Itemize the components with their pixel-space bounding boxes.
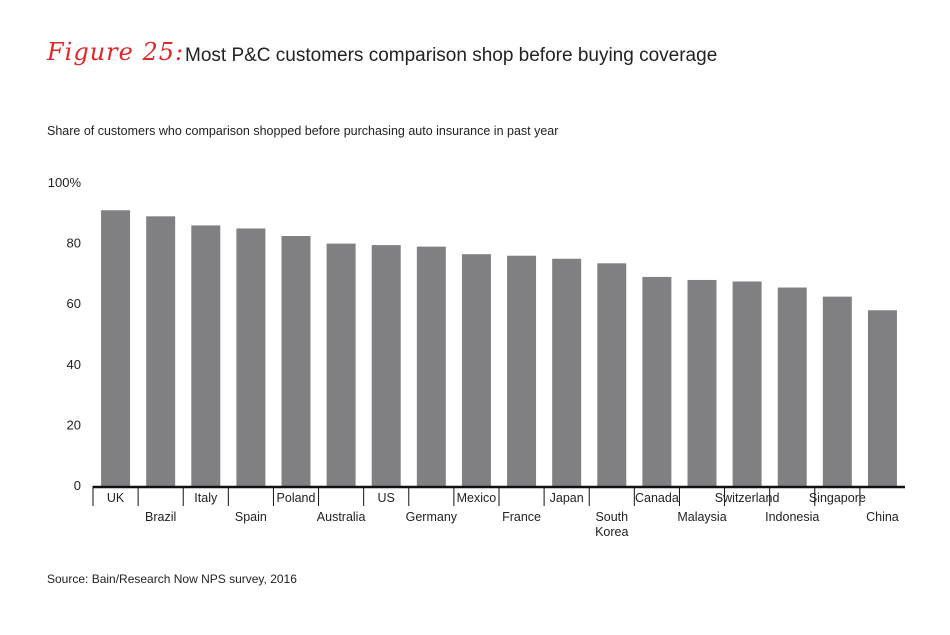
y-axis: 0 20 40 60 80 100% [48,175,82,493]
bar-spain [236,228,266,486]
bar-malaysia [687,279,717,486]
bar-france [507,255,537,486]
y-tick-label: 60 [67,296,81,311]
x-tick-label: UK [107,491,125,505]
x-tick-label: Mexico [457,491,497,505]
y-tick-label: 100% [48,175,82,190]
y-tick-label: 40 [67,357,81,372]
x-tick-label: South Korea [595,510,628,539]
x-tick-label: Singapore [809,491,866,505]
y-tick-label: 80 [67,236,81,251]
source-note: Source: Bain/Research Now NPS survey, 20… [47,572,297,586]
bar-canada [642,276,672,486]
x-tick-label: Spain [235,510,267,524]
x-tick-label: Indonesia [765,510,819,524]
bar-brazil [146,216,176,486]
chart-title: Most P&C customers comparison shop befor… [185,45,718,66]
bar-germany [416,246,446,486]
x-tick-label: Brazil [145,510,176,524]
x-tick-label: Canada [635,491,679,505]
y-tick-label: 20 [67,417,81,432]
chart-subtitle: Share of customers who comparison shoppe… [47,124,559,138]
x-tick-label: Malaysia [677,510,726,524]
x-tick-label: Italy [194,491,218,505]
x-tick-label: Poland [277,491,316,505]
bar-china [867,310,897,486]
bar-chart: 0 20 40 60 80 100% UK Brazil Italy Spain PolandAu… [48,175,905,539]
bar-us [371,245,401,486]
y-tick-label: 0 [74,478,81,493]
bar-uk [101,210,131,486]
bar-indonesia [777,287,807,486]
bar-mexico [461,254,491,486]
x-tick-label: Australia [317,510,366,524]
bar-australia [326,243,356,486]
x-tick-label: US [378,491,395,505]
figure-number: Figure 25: [47,38,185,66]
x-tick-label: Germany [406,510,458,524]
bar-switzerland [732,281,762,486]
bar-south-korea [597,263,627,486]
x-tick-label: France [502,510,541,524]
bar-poland [281,236,311,486]
x-tick-label: China [866,510,899,524]
bar-singapore [822,296,852,487]
bar-japan [552,258,582,486]
x-tick-label: Switzerland [715,491,780,505]
bars [101,210,897,487]
bar-italy [191,225,221,487]
x-tick-label: Japan [550,491,584,505]
